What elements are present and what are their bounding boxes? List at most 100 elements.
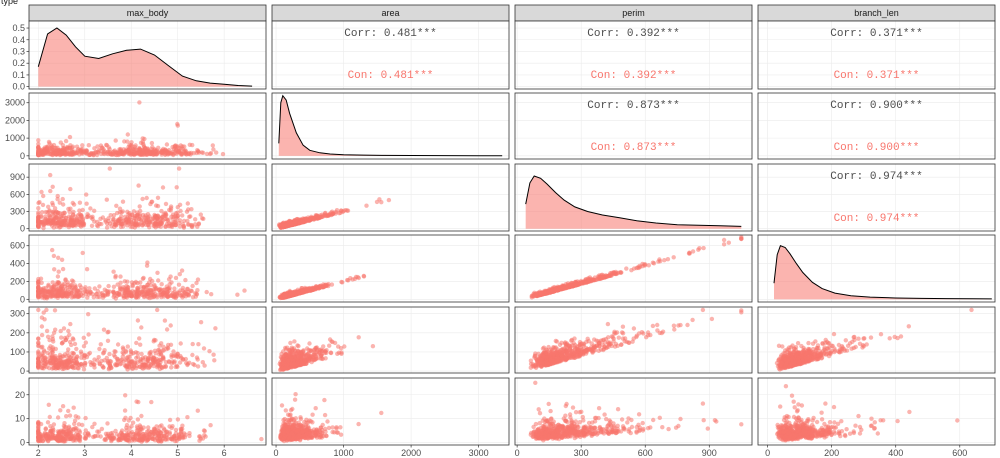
scatter-point [356,335,361,340]
scatter-point [546,288,552,293]
scatter-point [49,147,54,152]
scatter-point [64,290,69,295]
scatter-point [121,218,126,223]
scatter-point [557,342,563,347]
scatter-point [195,148,200,153]
scatter-point [572,336,577,341]
scatter-point [168,151,173,156]
scatter-point [145,294,150,299]
scatter-point [86,332,91,337]
scatter-point [92,146,97,151]
scatter-point [539,364,544,369]
scatter-point [656,259,661,264]
scatter-point [184,209,190,214]
scatter-point [100,295,106,300]
scatter-point [156,287,162,293]
scatter-point [50,359,56,364]
scatter-point [105,330,110,335]
scatter-point [696,247,701,252]
scatter-point [650,323,656,329]
panel-border [271,92,510,160]
scatter-point [90,214,95,219]
corr-all-label: Corr: 0.873*** [587,100,679,112]
scatter-point [81,223,87,228]
scatter-point [40,202,46,208]
scatter-point [68,215,73,220]
corr-group-label: Con: 0.481*** [348,70,434,82]
scatter-point [47,213,52,218]
scatter-point [70,200,76,206]
scatter-point [164,212,169,218]
scatter-point [51,253,57,259]
scatter-point [36,220,41,225]
scatter-point [134,213,139,219]
scatter-point [305,352,310,357]
scatter-point [138,359,143,365]
scatter-point [196,342,201,347]
scatter-point [63,138,69,144]
scatter-point [129,363,135,369]
scatter-point [660,329,666,334]
scatter-point [180,144,185,149]
scatter-point [168,293,173,298]
scatter-point [563,354,568,359]
scatter-point [36,336,41,341]
scatter-point [55,197,60,202]
scatter-point [46,139,52,145]
scatter-point [605,321,611,327]
scatter-point [87,350,93,356]
scatter-point [78,214,84,219]
scatter-point [106,145,112,150]
scatter-point [168,323,173,328]
scatter-point [66,328,71,334]
scatter-point [180,295,185,300]
scatter-point [135,318,141,323]
scatter-point [116,218,122,224]
scatter-point [288,340,293,346]
scatter-point [340,209,345,215]
scatter-point [104,225,110,230]
panel-bg [515,21,752,89]
scatter-point [36,360,41,365]
scatter-point [177,148,182,153]
scatter-point [721,242,727,247]
scatter-point [36,138,41,143]
scatter-point [60,354,65,359]
scatter-point [235,292,240,297]
panel-r3-c2 [271,163,510,232]
density-line-area [278,94,503,157]
scatter-point [164,142,170,147]
scatter-point [36,206,41,211]
scatter-point [302,357,307,362]
scatter-point [600,338,605,343]
scatter-point [155,270,160,275]
scatter-point [50,202,56,208]
scatter-point [193,291,198,296]
scatter-point [292,219,298,224]
scatter-point [141,285,147,290]
scatter-point [159,150,164,155]
scatter-point [163,147,168,152]
scatter-point [117,206,123,211]
scatter-point [166,147,172,153]
scatter-point [162,318,168,323]
scatter-point [125,279,130,284]
scatter-point [606,344,611,349]
scatter-point [135,281,140,286]
scatter-point [164,346,169,352]
corner-label: type [1,0,18,6]
corr-group-label: Con: 0.974*** [834,213,920,225]
scatter-point [565,282,570,288]
panel-r2-c4: Corr: 0.900***Con: 0.900*** [757,92,996,160]
scatter-point [68,283,74,288]
scatter-point [589,341,594,346]
scatter-point [54,362,59,368]
panel-r3-c4: Corr: 0.974***Con: 0.974*** [757,163,996,232]
scatter-point [155,203,161,209]
scatter-point [89,223,95,228]
scatter-point [39,315,45,320]
scatter-point [98,342,104,347]
scatter-point [71,152,76,157]
panel-border [271,20,510,90]
scatter-point [626,340,631,345]
